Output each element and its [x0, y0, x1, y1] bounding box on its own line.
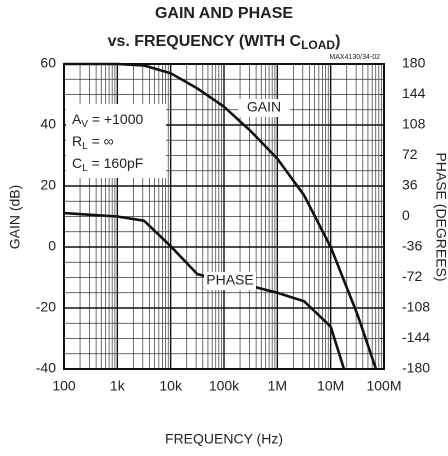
- y2-tick-label: -36: [402, 238, 422, 254]
- y2-tick-label: 72: [402, 146, 418, 162]
- y-axis-label: GAIN (dB): [7, 185, 23, 250]
- y-tick-label: 20: [40, 177, 56, 193]
- annotation-text: = 160pF: [88, 155, 144, 171]
- annotation-text: R: [72, 133, 82, 149]
- series-label: GAIN: [247, 99, 281, 115]
- label-bg: [204, 272, 256, 290]
- x-tick-label: 1k: [110, 378, 126, 394]
- y2-tick-label: -144: [402, 329, 430, 345]
- annotation-text: A: [72, 111, 82, 127]
- y2-tick-label: 180: [402, 55, 426, 71]
- series-line: [64, 62, 378, 370]
- annotation-text: = ∞: [88, 133, 114, 149]
- y-tick-label: 0: [48, 238, 56, 254]
- x-axis-label: FREQUENCY (Hz): [165, 431, 283, 447]
- annotation-subscript: L: [82, 141, 88, 152]
- subtitle-text: ): [335, 33, 340, 50]
- y-tick-label: -40: [36, 360, 56, 376]
- annotation: RL = ∞: [72, 133, 114, 152]
- y2-tick-label: -108: [402, 299, 430, 315]
- x-tick-label: 100M: [366, 378, 401, 394]
- y2-tick-label: -180: [402, 360, 430, 376]
- annotation: CL = 160pF: [72, 155, 143, 174]
- x-tick-label: 10k: [159, 378, 183, 394]
- chart-title: GAIN AND PHASE: [155, 5, 293, 22]
- plot-frame: [63, 63, 385, 370]
- y2-tick-label: 108: [402, 116, 426, 132]
- x-tick-label: 10M: [317, 378, 344, 394]
- chart-subtitle: vs. FREQUENCY (WITH CLOAD): [108, 33, 341, 52]
- series-line: [329, 326, 346, 370]
- y2-tick-label: 144: [402, 85, 426, 101]
- series-line: [63, 211, 332, 328]
- annotation-text: C: [72, 155, 82, 171]
- y2-tick-label: 0: [402, 207, 410, 223]
- y-tick-label: 60: [40, 55, 56, 71]
- annotation: AV = +1000: [72, 111, 144, 130]
- x-tick-label: 1M: [268, 378, 287, 394]
- annotation-subscript: L: [82, 163, 88, 174]
- y-tick-label: -20: [36, 299, 56, 315]
- subtitle-subscript: LOAD: [301, 38, 335, 52]
- x-tick-label: 100k: [209, 378, 240, 394]
- label-bg: [238, 99, 290, 117]
- x-tick-label: 100: [52, 378, 76, 394]
- figure-code: MAX4130/34-02: [329, 54, 380, 61]
- y2-axis-label: PHASE (DEGREES): [433, 152, 448, 281]
- subtitle-text: vs. FREQUENCY (WITH C: [108, 33, 302, 50]
- annotation-box: [66, 104, 166, 178]
- annotation-subscript: V: [81, 119, 88, 130]
- series-label: PHASE: [206, 272, 253, 288]
- y2-tick-label: -72: [402, 268, 422, 284]
- y2-tick-label: 36: [402, 177, 418, 193]
- annotation-text: = +1000: [88, 111, 143, 127]
- y-tick-label: 40: [40, 116, 56, 132]
